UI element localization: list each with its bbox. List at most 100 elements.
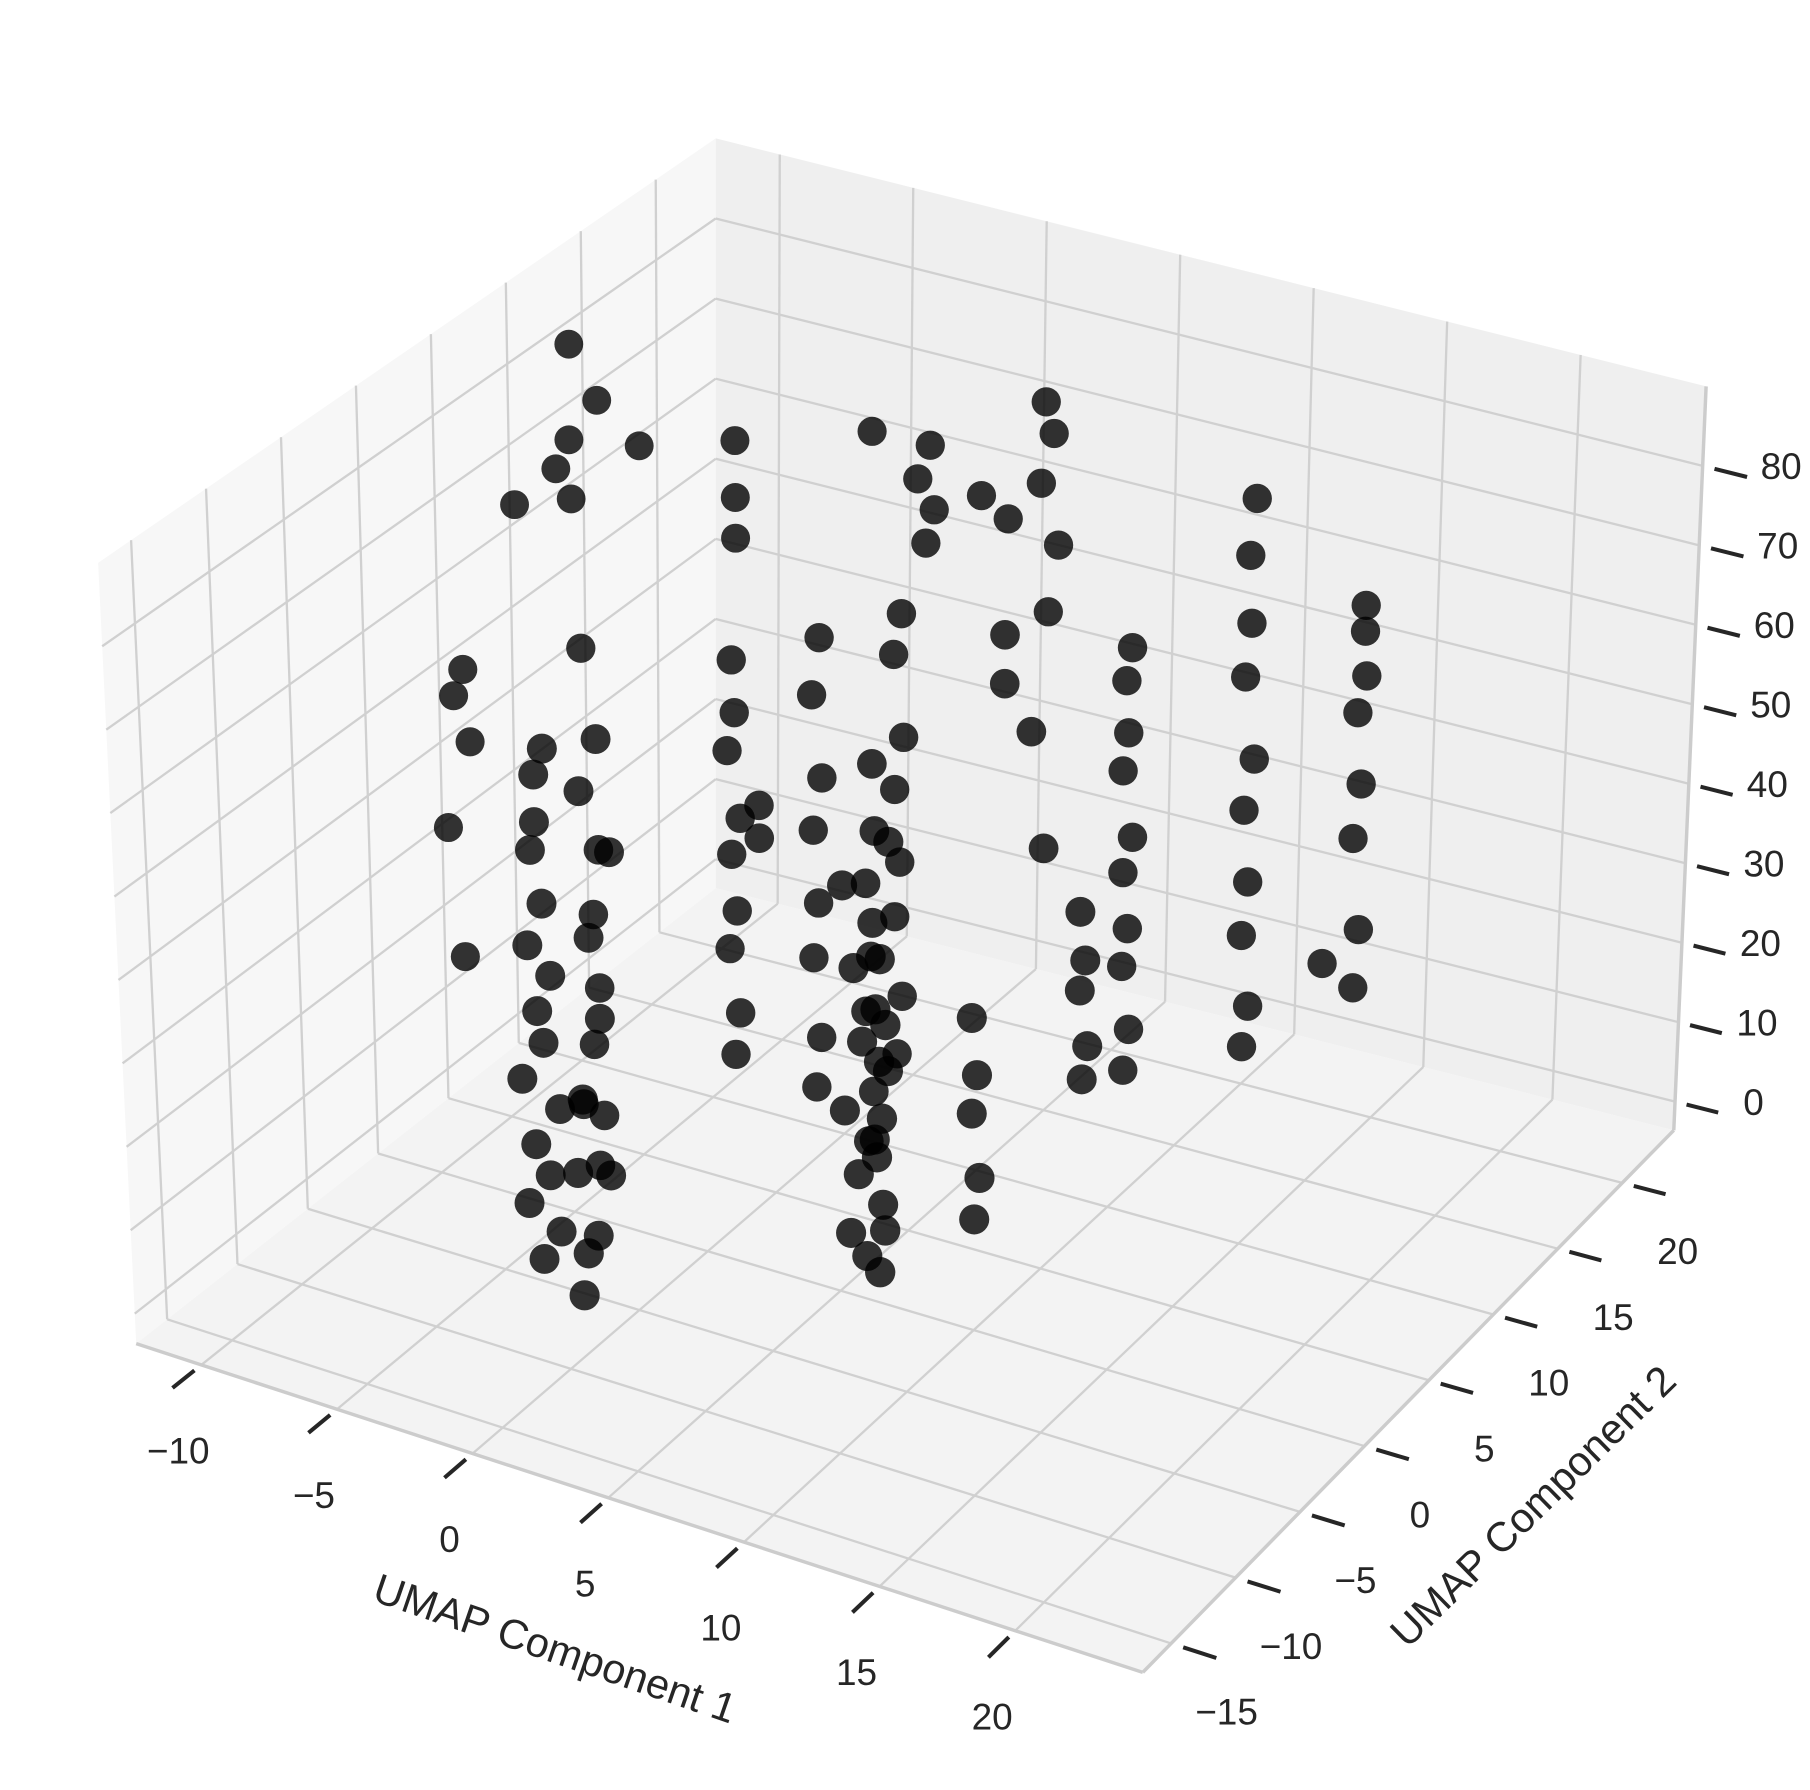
scatter-point	[716, 645, 746, 675]
z-tick-label: 70	[1757, 526, 1798, 567]
scatter-point	[580, 724, 611, 755]
grid-line	[429, 334, 450, 1099]
tick-mark	[1693, 943, 1726, 956]
scatter-point	[964, 1162, 995, 1193]
tick-mark	[1568, 1249, 1602, 1263]
tick-mark	[1696, 864, 1730, 877]
scatter-point	[880, 774, 910, 805]
scatter-point	[578, 899, 609, 930]
scatter-point	[880, 902, 910, 932]
scatter-point	[873, 826, 904, 857]
z-tick-label: 50	[1750, 685, 1791, 726]
scatter-point	[798, 815, 828, 845]
scatter-point	[569, 1280, 600, 1311]
scatter-point	[1350, 616, 1381, 646]
x-tick-label: −5	[293, 1475, 335, 1516]
scatter-point	[959, 1204, 990, 1235]
scatter-point	[993, 504, 1023, 534]
scatter-point	[1352, 661, 1382, 691]
tick-mark	[986, 1635, 1011, 1659]
scatter-point	[806, 1022, 837, 1053]
scatter-point	[1064, 975, 1095, 1006]
scatter-point	[554, 425, 584, 455]
scatter-point	[903, 464, 933, 494]
scatter-point	[522, 996, 553, 1027]
tick-mark	[1686, 1102, 1719, 1115]
z-tick-label: 80	[1761, 446, 1802, 487]
y-tick-label: −15	[1195, 1692, 1258, 1733]
y-tick-label: 5	[1474, 1429, 1495, 1470]
grid-line	[715, 297, 1700, 547]
scatter-point	[966, 481, 997, 511]
scatter-point	[802, 1072, 832, 1102]
scatter-point	[961, 1060, 993, 1091]
x-axis-line	[135, 1342, 1144, 1675]
tick-mark	[851, 1591, 875, 1614]
scatter-point	[1016, 716, 1047, 747]
scatter-point	[887, 981, 917, 1011]
scatter-point	[803, 888, 834, 918]
tick-mark	[1707, 625, 1741, 638]
scatter-point	[596, 1160, 627, 1191]
scatter-point	[1239, 744, 1269, 774]
scatter-point	[721, 523, 751, 553]
scatter-point	[450, 942, 480, 972]
y-tick-label: 10	[1528, 1363, 1569, 1404]
scatter-point	[861, 1142, 893, 1173]
scatter-point	[712, 735, 742, 766]
grid-line	[307, 1207, 1301, 1513]
scatter-point	[514, 1188, 545, 1218]
scatter-point	[796, 680, 827, 710]
scatter-point	[507, 1063, 538, 1094]
x-tick-label: 15	[836, 1652, 877, 1693]
scatter-point	[1028, 833, 1059, 864]
y-tick-label: −10	[1260, 1626, 1323, 1667]
scatter-point	[720, 483, 750, 513]
scatter-point	[722, 896, 752, 926]
scatter-point	[624, 431, 654, 461]
scatter-point	[584, 1003, 615, 1034]
scatter-point	[448, 654, 478, 684]
scatter-point	[804, 622, 834, 653]
y-tick-label: 15	[1593, 1297, 1634, 1338]
scatter-point	[1237, 608, 1267, 638]
grid-line	[878, 1066, 1425, 1588]
scatter-point	[1307, 948, 1337, 979]
y-tick-label: −5	[1334, 1560, 1376, 1601]
grid-line	[117, 537, 717, 981]
scatter-point	[439, 681, 469, 711]
grid-line	[129, 540, 169, 1320]
scatter-point	[1108, 756, 1138, 786]
scatter-point	[1343, 914, 1374, 945]
grid-line	[1422, 321, 1449, 1067]
grid-line	[237, 1262, 1236, 1579]
grid-line	[1163, 254, 1182, 1002]
grid-line	[588, 986, 1559, 1250]
grid-line	[125, 698, 717, 1148]
scatter-point	[807, 763, 837, 793]
scatter-point	[838, 953, 869, 984]
scatter-point	[857, 416, 887, 446]
scatter-point	[563, 776, 594, 807]
scatter-point	[989, 668, 1020, 699]
scatter-point	[515, 835, 545, 865]
grid-line	[776, 154, 781, 904]
tick-mark	[1689, 1023, 1723, 1036]
scatter-point	[584, 973, 615, 1003]
x-axis-label: UMAP Component 1	[368, 1564, 743, 1732]
x-tick-label: 10	[700, 1608, 741, 1649]
z-tick-label: 40	[1747, 764, 1788, 805]
scatter-point	[582, 385, 612, 415]
scatter-point	[556, 484, 586, 514]
scatter-point	[836, 1217, 867, 1248]
z-tick-label: 20	[1740, 923, 1781, 964]
scatter-point	[573, 1238, 604, 1269]
grid-line	[715, 457, 1693, 706]
grid-line	[279, 437, 309, 1209]
tick-mark	[715, 1546, 739, 1569]
grid-line	[166, 1318, 1172, 1645]
grid-line	[134, 858, 717, 1315]
